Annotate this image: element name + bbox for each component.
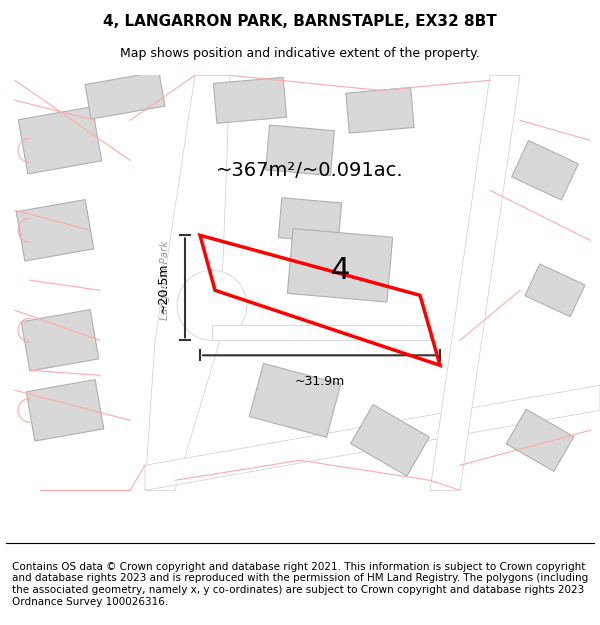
Circle shape (177, 270, 247, 340)
Polygon shape (249, 363, 341, 438)
Polygon shape (18, 107, 102, 174)
Polygon shape (525, 264, 585, 317)
Polygon shape (278, 198, 341, 243)
Text: Map shows position and indicative extent of the property.: Map shows position and indicative extent… (120, 48, 480, 61)
Polygon shape (145, 75, 230, 490)
Polygon shape (212, 325, 430, 340)
Text: 4, LANGARRON PARK, BARNSTAPLE, EX32 8BT: 4, LANGARRON PARK, BARNSTAPLE, EX32 8BT (103, 14, 497, 29)
Text: ~367m²/~0.091ac.: ~367m²/~0.091ac. (216, 161, 404, 180)
Polygon shape (430, 75, 520, 490)
Polygon shape (506, 409, 574, 471)
Polygon shape (145, 385, 600, 490)
Text: ~20.5m: ~20.5m (157, 262, 170, 313)
Text: Contains OS data © Crown copyright and database right 2021. This information is : Contains OS data © Crown copyright and d… (12, 562, 588, 606)
Polygon shape (512, 141, 578, 200)
Polygon shape (214, 78, 287, 123)
Polygon shape (21, 309, 99, 371)
Polygon shape (287, 229, 392, 302)
Polygon shape (350, 404, 430, 476)
Polygon shape (16, 199, 94, 261)
Polygon shape (26, 379, 104, 441)
Text: ~31.9m: ~31.9m (295, 375, 345, 388)
Text: Langarron Park: Langarron Park (160, 241, 170, 320)
Polygon shape (346, 88, 414, 133)
Polygon shape (266, 125, 334, 176)
Text: 4: 4 (331, 256, 350, 285)
Polygon shape (85, 72, 165, 119)
